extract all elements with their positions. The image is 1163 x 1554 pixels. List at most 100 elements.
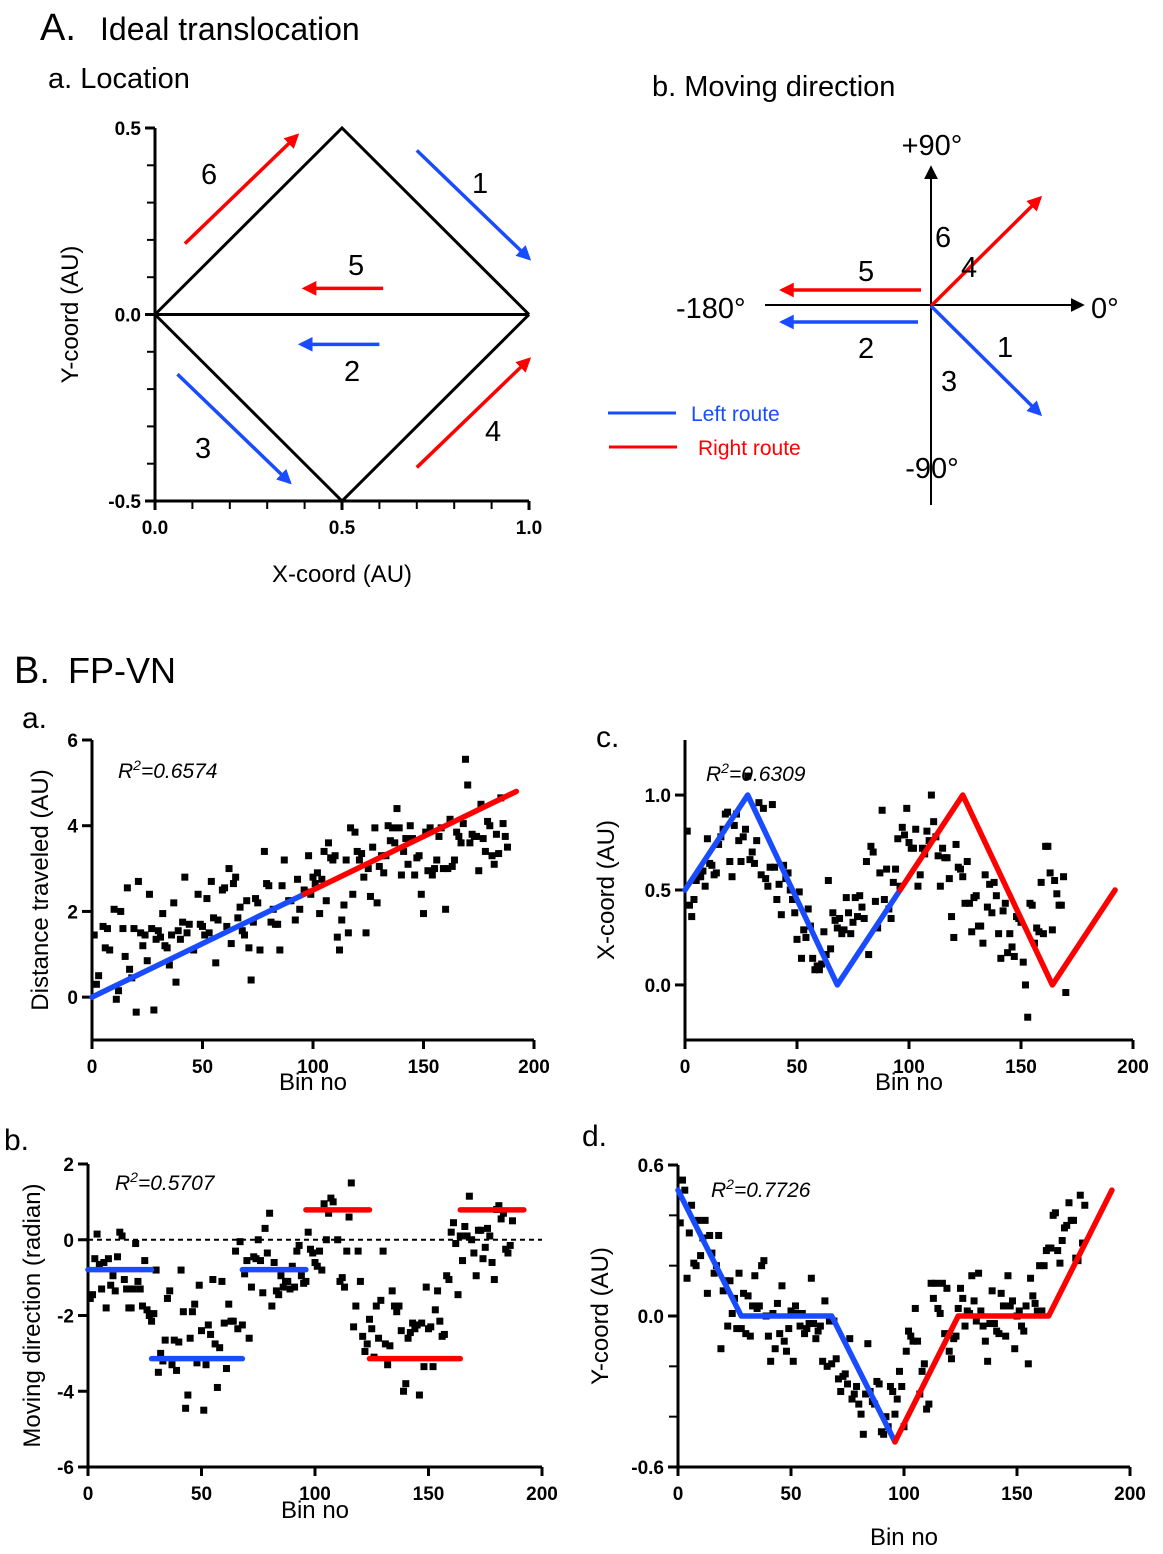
data-point bbox=[349, 890, 357, 898]
data-point bbox=[145, 1312, 153, 1319]
panel-b-c-label: c. bbox=[596, 721, 619, 754]
data-point bbox=[952, 840, 960, 848]
path-number-3: 3 bbox=[195, 433, 211, 465]
data-point bbox=[307, 890, 315, 898]
data-point bbox=[979, 939, 987, 947]
data-point bbox=[810, 1320, 818, 1328]
data-point bbox=[148, 1317, 156, 1325]
data-point bbox=[1021, 981, 1029, 989]
data-point bbox=[322, 897, 330, 905]
data-point bbox=[792, 1302, 800, 1310]
data-point bbox=[1010, 952, 1018, 960]
route-outline-lower bbox=[153, 313, 531, 504]
y-tick-label: 2 bbox=[67, 902, 78, 923]
data-point bbox=[818, 960, 826, 968]
data-point bbox=[263, 1249, 271, 1257]
data-point bbox=[943, 1284, 951, 1292]
data-point bbox=[812, 1335, 820, 1343]
data-point bbox=[320, 1200, 328, 1208]
data-point bbox=[154, 927, 162, 935]
data-point bbox=[211, 1340, 219, 1348]
y-tick-label: 6 bbox=[67, 731, 78, 752]
data-point bbox=[278, 882, 286, 890]
data-point bbox=[730, 821, 738, 829]
data-point bbox=[207, 1330, 215, 1338]
data-point bbox=[486, 1232, 494, 1240]
data-point bbox=[923, 827, 931, 835]
data-point bbox=[247, 1283, 255, 1291]
data-point bbox=[1024, 1013, 1032, 1021]
data-point bbox=[201, 931, 209, 939]
data-point bbox=[170, 899, 178, 907]
data-point bbox=[766, 863, 774, 871]
data-point bbox=[442, 905, 450, 913]
data-point bbox=[943, 854, 951, 862]
data-point bbox=[198, 1327, 205, 1335]
data-point bbox=[234, 914, 242, 922]
data-point bbox=[838, 930, 846, 938]
data-point bbox=[753, 837, 761, 845]
y-tick-label: 2 bbox=[63, 1155, 74, 1176]
data-point bbox=[855, 1400, 863, 1408]
data-point bbox=[1057, 901, 1065, 909]
data-point bbox=[876, 869, 884, 877]
data-point bbox=[848, 1395, 856, 1403]
data-point bbox=[488, 1258, 496, 1266]
legend-label-right-route: Right route bbox=[698, 437, 801, 460]
data-point bbox=[411, 1325, 419, 1333]
data-point bbox=[488, 852, 496, 860]
data-point bbox=[800, 926, 808, 934]
data-point bbox=[447, 1228, 455, 1236]
data-point bbox=[384, 822, 392, 830]
data-point bbox=[1081, 1201, 1089, 1209]
data-point bbox=[495, 1202, 503, 1210]
data-point bbox=[465, 1192, 473, 1200]
data-point bbox=[1065, 1199, 1073, 1207]
data-point bbox=[735, 837, 743, 845]
data-point bbox=[777, 911, 785, 919]
data-point bbox=[977, 922, 985, 930]
data-point bbox=[841, 1370, 849, 1378]
data-point bbox=[400, 1387, 408, 1395]
data-point bbox=[816, 1322, 824, 1330]
data-point bbox=[148, 925, 156, 933]
vector-number-3: 3 bbox=[941, 366, 957, 398]
route-outline-upper bbox=[153, 125, 531, 316]
data-point bbox=[979, 1322, 987, 1330]
panel-a-a-label: a. Location bbox=[48, 63, 190, 95]
data-point bbox=[107, 1281, 115, 1289]
vector-number-2: 2 bbox=[858, 333, 874, 365]
data-point bbox=[844, 1380, 851, 1388]
data-point bbox=[685, 901, 693, 909]
data-point bbox=[344, 929, 352, 937]
data-point bbox=[355, 856, 363, 864]
data-point bbox=[212, 959, 220, 967]
data-point bbox=[845, 909, 853, 917]
data-point bbox=[184, 1391, 192, 1399]
data-point bbox=[221, 884, 229, 892]
data-point bbox=[435, 832, 443, 840]
data-point bbox=[466, 839, 474, 847]
data-point bbox=[886, 1382, 894, 1390]
data-point bbox=[311, 880, 319, 888]
data-point bbox=[959, 1294, 967, 1302]
data-point bbox=[981, 1337, 989, 1345]
data-point bbox=[316, 1247, 324, 1255]
data-point bbox=[380, 869, 388, 877]
data-point bbox=[472, 1272, 480, 1280]
data-point bbox=[1051, 1209, 1059, 1217]
data-point bbox=[889, 1388, 897, 1395]
data-point bbox=[882, 1413, 890, 1421]
x-tick-label: 0 bbox=[673, 1484, 684, 1505]
data-point bbox=[847, 930, 855, 938]
data-point bbox=[420, 1363, 428, 1371]
data-point bbox=[871, 897, 879, 905]
data-point bbox=[771, 863, 779, 871]
data-point bbox=[862, 858, 870, 866]
y-tick-label: 0 bbox=[63, 1231, 74, 1252]
data-point bbox=[708, 861, 716, 869]
data-point bbox=[1011, 1345, 1019, 1353]
data-point bbox=[867, 842, 875, 850]
data-point bbox=[132, 1008, 140, 1016]
